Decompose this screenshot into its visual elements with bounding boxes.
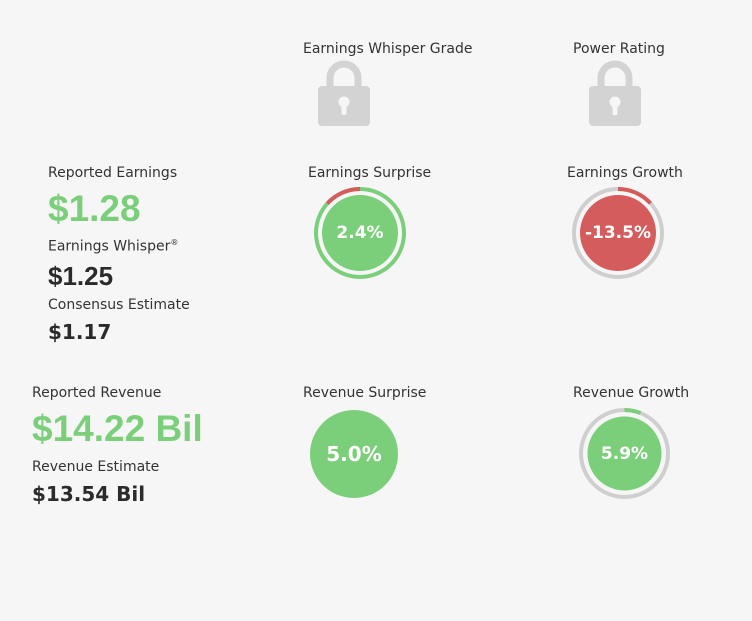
reported-revenue-label: Reported Revenue	[32, 385, 162, 401]
lock-icon	[587, 58, 643, 132]
revenue-surprise-value: 5.0%	[326, 442, 382, 466]
reported-earnings-label: Reported Earnings	[48, 165, 178, 181]
revenue-surprise-label: Revenue Surprise	[303, 385, 427, 401]
earnings-surprise-value: 2.4%	[336, 223, 384, 243]
consensus-estimate-label: Consensus Estimate	[48, 297, 190, 313]
earnings-surprise-label: Earnings Surprise	[308, 165, 432, 181]
revenue-estimate-label: Revenue Estimate	[32, 459, 160, 475]
earnings-whisper-value: $1.25	[48, 261, 114, 291]
earnings-whisper-label: Earnings Whisper®	[48, 238, 179, 255]
revenue-growth-gauge: 5.9%	[578, 407, 671, 500]
consensus-estimate-value: $1.17	[48, 320, 112, 344]
earnings-growth-value: -13.5%	[584, 223, 652, 243]
earnings-whisper-grade-label: Earnings Whisper Grade	[303, 41, 473, 57]
revenue-estimate-value: $13.54 Bil	[32, 482, 146, 506]
earnings-growth-label: Earnings Growth	[567, 165, 683, 181]
reported-revenue-value: $14.22 Bil	[32, 408, 203, 449]
power-rating-label: Power Rating	[573, 41, 665, 57]
earnings-surprise-gauge: 2.4%	[313, 186, 407, 280]
earnings-growth-gauge: -13.5%	[571, 186, 665, 280]
revenue-growth-label: Revenue Growth	[573, 385, 690, 401]
reported-earnings-value: $1.28	[48, 188, 141, 229]
revenue-surprise-gauge: 5.0%	[309, 409, 399, 499]
lock-icon	[316, 58, 372, 132]
revenue-growth-value: 5.9%	[600, 443, 649, 464]
